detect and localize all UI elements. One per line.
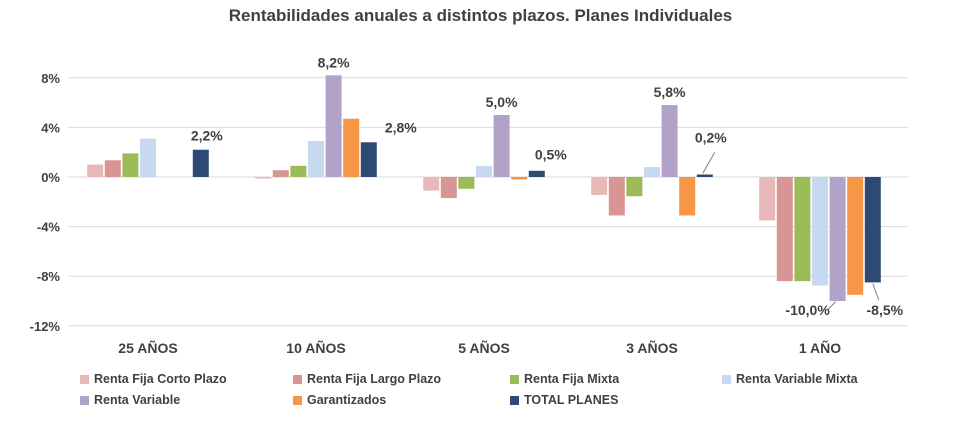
bar-renta-fija-corto-plazo [591,177,608,195]
bar-total-planes [528,170,545,177]
bar-renta-fija-largo-plazo [608,177,625,216]
leader-line [702,151,716,174]
y-tick-label: 0% [41,170,60,185]
bar-renta-fija-largo-plazo [440,177,457,199]
bar-renta-fija-mixta [290,165,307,177]
bar-renta-variable [325,75,342,177]
x-tick-label: 3 AÑOS [626,339,678,356]
legend-swatch [510,395,519,405]
legend-label: Renta Fija Mixta [524,372,620,386]
data-label: -8,5% [867,302,904,318]
data-label: 5,8% [654,84,686,100]
legend-swatch [80,374,89,384]
y-tick-label: -4% [37,220,61,235]
legend-item: Renta Fija Largo Plazo [293,372,441,386]
chart-title: Rentabilidades anuales a distintos plazo… [228,6,733,25]
legend-label: Renta Variable Mixta [736,372,858,386]
data-label: -10,0% [785,302,830,318]
data-label: 2,8% [385,119,417,135]
data-label: 5,0% [486,94,518,110]
leader-line [827,301,836,311]
legend-label: TOTAL PLANES [524,393,619,407]
bar-renta-fija-mixta [626,177,643,197]
bar-renta-variable [661,105,678,177]
bar-garantizados [847,177,864,295]
data-label: 0,5% [535,147,567,163]
bar-total-planes [360,142,377,177]
data-label: 0,2% [695,129,727,145]
x-tick-label: 10 AÑOS [286,339,345,356]
bar-renta-variable [493,115,510,177]
bar-renta-variable-mixta [644,167,660,177]
bar-renta-fija-corto-plazo [255,177,272,179]
legend-item: Garantizados [293,393,386,407]
legend-item: Renta Fija Mixta [510,372,619,386]
bar-renta-fija-mixta [458,177,475,189]
legend-label: Renta Fija Largo Plazo [307,372,442,386]
y-tick-label: 4% [41,120,60,135]
bar-renta-variable [829,177,846,301]
bar-renta-variable-mixta [812,177,828,286]
legend-label: Renta Fija Corto Plazo [94,372,227,386]
bar-renta-fija-largo-plazo [776,177,793,282]
legend-swatch [80,395,89,405]
bar-renta-variable-mixta [140,138,156,177]
bar-garantizados [511,177,528,180]
y-tick-label: -8% [37,269,61,284]
x-tick-label: 25 AÑOS [118,339,177,356]
x-tick-label: 5 AÑOS [458,339,510,356]
data-label: 8,2% [318,54,350,70]
data-label: 2,2% [191,128,223,144]
bar-renta-fija-largo-plazo [104,160,121,177]
legend-swatch [293,395,302,405]
legend-label: Renta Variable [94,393,181,407]
bar-renta-variable-mixta [476,165,492,177]
bar-renta-fija-corto-plazo [87,164,104,177]
leader-line [872,283,880,301]
legend-item: Renta Variable [80,393,180,407]
legend-item: TOTAL PLANES [510,393,618,407]
y-tick-label: -12% [30,319,61,334]
bar-renta-variable-mixta [308,141,324,177]
bar-renta-fija-corto-plazo [423,177,440,191]
bar-total-planes [192,149,209,177]
bar-renta-fija-mixta [122,153,139,177]
y-tick-label: 8% [41,71,60,86]
legend-swatch [510,374,519,384]
x-tick-label: 1 AÑO [799,339,841,356]
bar-renta-fija-largo-plazo [272,170,289,177]
bar-total-planes [696,174,713,177]
legend-swatch [722,374,731,384]
legend-swatch [293,374,302,384]
legend-label: Garantizados [307,393,387,407]
bar-garantizados [343,118,360,177]
bar-garantizados [679,177,696,216]
bar-total-planes [864,177,881,283]
bar-renta-fija-mixta [794,177,811,282]
legend-item: Renta Variable Mixta [722,372,858,386]
bar-renta-fija-corto-plazo [759,177,776,221]
legend-item: Renta Fija Corto Plazo [80,372,227,386]
